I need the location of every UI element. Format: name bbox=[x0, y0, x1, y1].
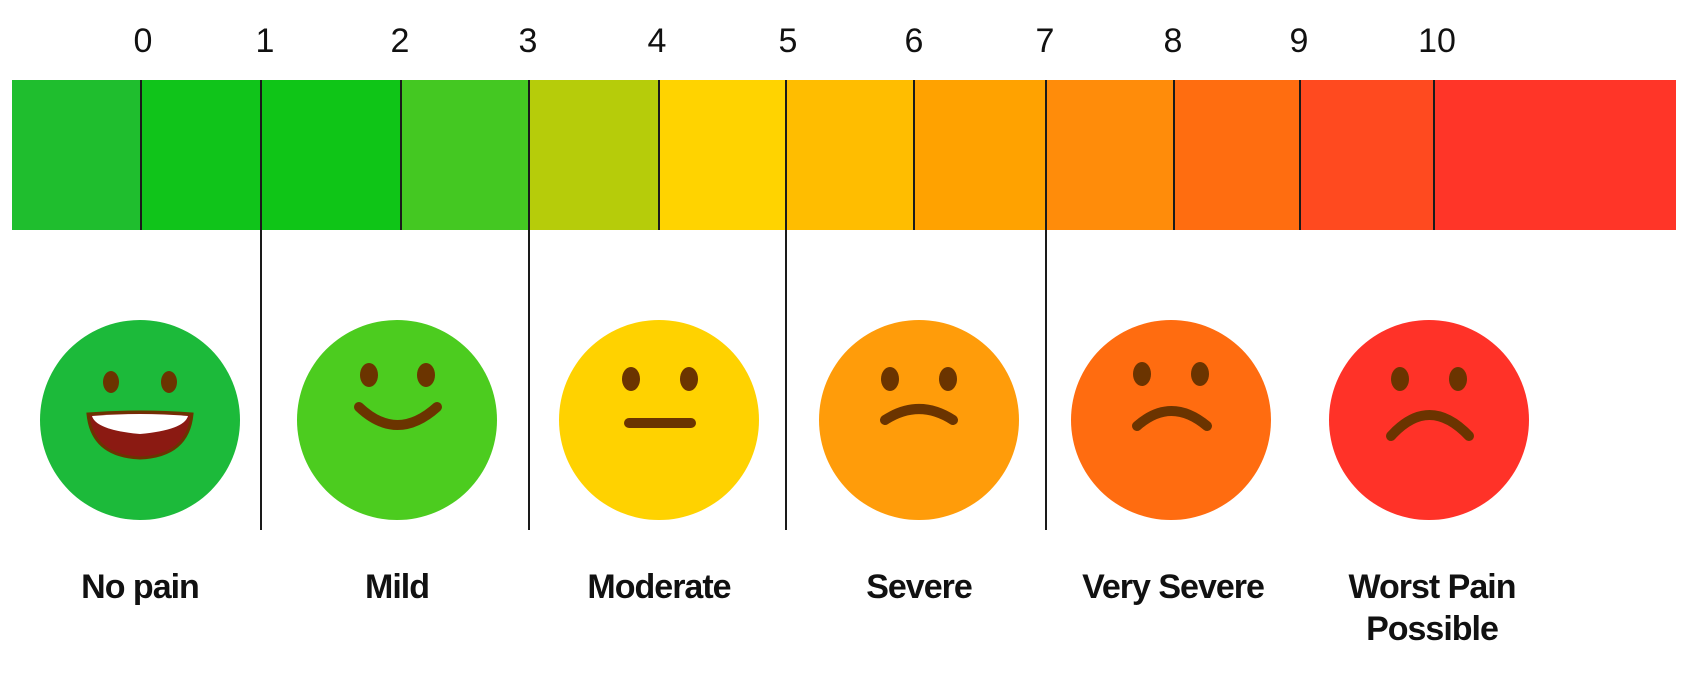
segment-1 bbox=[141, 80, 261, 230]
tick-8: 8 bbox=[1163, 22, 1183, 60]
eye bbox=[939, 367, 957, 391]
segment-8 bbox=[1046, 80, 1174, 230]
segment-7 bbox=[914, 80, 1046, 230]
bar-divider bbox=[1433, 80, 1435, 230]
tick-4: 4 bbox=[647, 22, 667, 60]
face-circle bbox=[819, 320, 1019, 520]
face-worst-pain-icon bbox=[1329, 320, 1529, 520]
bar-divider bbox=[260, 80, 262, 230]
segment-6 bbox=[786, 80, 914, 230]
segment-5 bbox=[659, 80, 786, 230]
tick-0: 0 bbox=[133, 22, 153, 60]
category-separator bbox=[1045, 230, 1047, 530]
bar-divider bbox=[1299, 80, 1301, 230]
segment-10 bbox=[1300, 80, 1434, 230]
eye bbox=[1133, 362, 1151, 386]
eye bbox=[1191, 362, 1209, 386]
bar-divider bbox=[658, 80, 660, 230]
tick-5: 5 bbox=[778, 22, 798, 60]
tick-2: 2 bbox=[390, 22, 410, 60]
eye bbox=[161, 371, 177, 393]
segment-0 bbox=[12, 80, 141, 230]
bar-divider bbox=[528, 80, 530, 230]
eye bbox=[881, 367, 899, 391]
face-no-pain-icon bbox=[40, 320, 240, 520]
segment-4 bbox=[529, 80, 659, 230]
tick-1: 1 bbox=[255, 22, 275, 60]
bar-divider bbox=[400, 80, 402, 230]
label-moderate: Moderate bbox=[587, 568, 731, 606]
segment-2 bbox=[261, 80, 401, 230]
tick-10: 10 bbox=[1418, 22, 1456, 60]
tick-9: 9 bbox=[1289, 22, 1309, 60]
face-moderate-icon bbox=[559, 320, 759, 520]
segment-3 bbox=[401, 80, 529, 230]
bar-divider bbox=[1173, 80, 1175, 230]
teeth bbox=[92, 414, 188, 434]
mouth bbox=[354, 402, 442, 430]
tick-6: 6 bbox=[904, 22, 924, 60]
eye bbox=[680, 367, 698, 391]
category-separator bbox=[260, 230, 262, 530]
pain-color-bar bbox=[12, 80, 1676, 230]
bar-divider bbox=[913, 80, 915, 230]
bar-divider bbox=[785, 80, 787, 230]
segment-11 bbox=[1434, 80, 1676, 230]
label-very-severe: Very Severe bbox=[1082, 568, 1265, 606]
eye bbox=[417, 363, 435, 387]
category-separator bbox=[785, 230, 787, 530]
category-separator bbox=[528, 230, 530, 530]
label-no-pain: No pain bbox=[81, 568, 200, 606]
mouth bbox=[880, 404, 958, 425]
face-circle bbox=[1071, 320, 1271, 520]
label-mild: Mild bbox=[365, 568, 430, 606]
eye bbox=[622, 367, 640, 391]
eye bbox=[1391, 367, 1409, 391]
tick-3: 3 bbox=[518, 22, 538, 60]
mouth bbox=[1132, 406, 1212, 431]
bar-divider bbox=[140, 80, 142, 230]
face-severe-icon bbox=[819, 320, 1019, 520]
eye bbox=[360, 363, 378, 387]
eye bbox=[103, 371, 119, 393]
face-very-severe-icon bbox=[1071, 320, 1271, 520]
label-worst-pain-possible: Worst Pain Possible bbox=[1348, 568, 1517, 648]
label-severe: Severe bbox=[866, 568, 973, 606]
face-mild-icon bbox=[297, 320, 497, 520]
bar-divider bbox=[1045, 80, 1047, 230]
eye bbox=[1449, 367, 1467, 391]
tick-7: 7 bbox=[1035, 22, 1055, 60]
mouth bbox=[1386, 410, 1474, 441]
segment-9 bbox=[1174, 80, 1300, 230]
